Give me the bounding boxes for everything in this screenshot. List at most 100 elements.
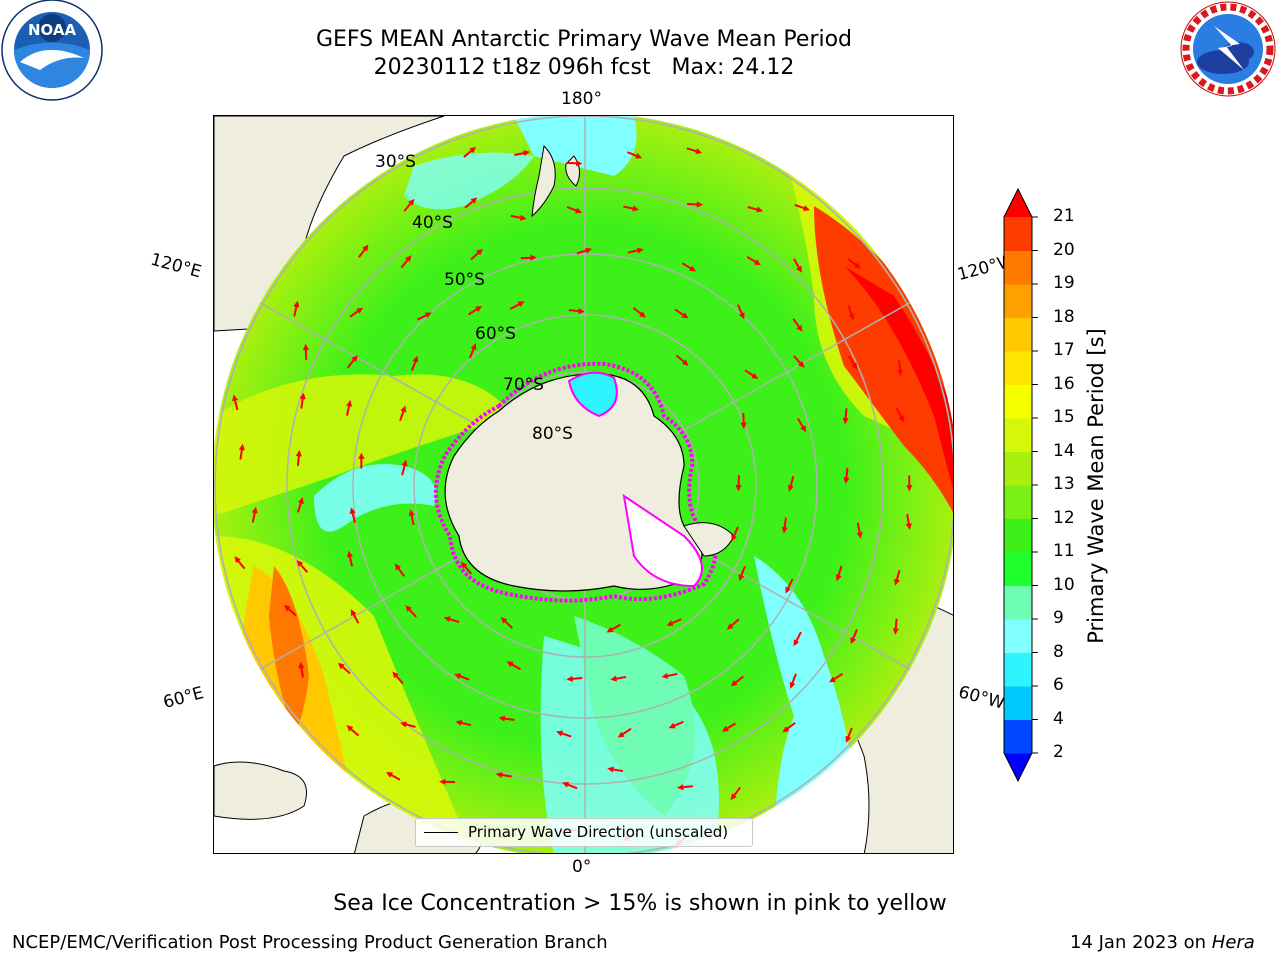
lat-label-50s: 50°S	[444, 270, 485, 290]
wave-arrow-head	[454, 673, 462, 680]
wave-arrow-head	[299, 392, 306, 400]
wave-arrow-head	[726, 623, 734, 630]
new-zealand-land	[531, 144, 556, 218]
colorbar-tick-label: 17	[1053, 340, 1075, 360]
africa-land	[214, 761, 307, 820]
wave-arrow-head	[800, 425, 807, 433]
wave-arrow-head	[400, 721, 407, 728]
wave-period-map	[214, 116, 953, 853]
pacific-red-region	[814, 206, 953, 516]
colorbar-segment	[1004, 552, 1032, 586]
wave-arrow-head	[661, 672, 669, 679]
wave-arrow-head	[721, 725, 729, 732]
wave-arrow-head	[356, 307, 364, 314]
footer-right: 14 Jan 2023 on Hera	[1070, 932, 1255, 953]
wave-arrow-head	[385, 772, 393, 778]
wave-arrow-head	[898, 415, 905, 423]
colorbar-segment	[1004, 451, 1032, 486]
wave-arrow-head	[443, 616, 451, 623]
colorbar-segment	[1004, 284, 1032, 318]
wave-arrow-head	[738, 574, 745, 582]
wave-arrow-head	[696, 201, 704, 208]
wave-arrow-head	[498, 715, 506, 722]
wave-arrow-head	[585, 247, 593, 254]
pacific-red-core	[844, 266, 953, 496]
lat-label-40s: 40°S	[412, 213, 453, 233]
wave-arrow-head	[346, 725, 354, 732]
colorbar-segment	[1004, 317, 1032, 352]
tasman-cyan-band	[404, 152, 534, 210]
wave-arrow-head	[302, 343, 309, 351]
lon-label-120e: 120°E	[148, 249, 204, 283]
wave-arrow-head	[681, 312, 689, 319]
wave-arrow-head	[475, 306, 483, 312]
wave-arrow-head	[351, 355, 358, 362]
wave-arrow-head	[400, 405, 407, 413]
wave-arrow-head	[666, 620, 674, 626]
colorbar-tick-label: 4	[1053, 708, 1064, 729]
noaa-logo-text: NOAA	[28, 21, 77, 39]
colorbar-label: Primary Wave Mean Period [s]	[1084, 328, 1108, 644]
wave-arrow-head	[756, 206, 764, 213]
wave-arrow-head	[517, 301, 525, 307]
colorbar-tick-label: 6	[1053, 675, 1064, 695]
wave-arrow-head	[751, 372, 759, 379]
wave-arrow-head	[470, 197, 478, 204]
lon-label-180: 180°	[561, 89, 602, 109]
lon-label-60e: 60°E	[161, 683, 206, 713]
wave-arrow-head	[238, 443, 245, 451]
wave-arrow-head	[639, 311, 646, 318]
wave-arrow-head	[562, 781, 570, 788]
nws-logo	[1180, 1, 1276, 97]
wave-arrow-head	[787, 484, 794, 492]
wave-arrow-head	[476, 248, 483, 256]
wave-arrow-head	[740, 422, 747, 430]
wave-arrow-head	[408, 198, 415, 206]
wave-arrow-head	[500, 617, 508, 624]
chart-title: GEFS MEAN Antarctic Primary Wave Mean Pe…	[315, 27, 853, 52]
wave-arrow-head	[856, 531, 863, 539]
wave-arrow-head	[295, 449, 302, 457]
wave-arrow-head	[905, 523, 912, 530]
wave-arrow-head	[835, 574, 842, 582]
wave-arrow-head	[842, 417, 849, 425]
wave-arrow-head	[234, 556, 241, 564]
colorbar-tick-label: 20	[1053, 239, 1075, 260]
wave-arrow-head	[796, 265, 802, 273]
wave-arrow-head	[695, 148, 703, 155]
wave-arrow-head	[296, 560, 304, 567]
southwest-indian-red	[269, 566, 309, 736]
wave-arrow-head	[392, 671, 399, 679]
colorbar-tick-label: 19	[1053, 273, 1075, 293]
wave-arrow-head	[349, 507, 356, 515]
wave-arrow-head	[439, 778, 446, 785]
wave-arrow-head	[297, 497, 304, 505]
wave-arrow-head	[346, 550, 353, 558]
lat-label-60s: 60°S	[475, 324, 516, 344]
wave-arrow-head	[405, 255, 412, 262]
wave-arrow-head	[906, 485, 913, 492]
colorbar-segment	[1004, 418, 1032, 452]
colorbar-segment	[1004, 719, 1032, 754]
legend-label: Primary Wave Direction (unscaled)	[468, 823, 729, 841]
wave-arrow-head	[575, 160, 583, 167]
south-atlantic-seafoam	[574, 616, 696, 816]
wave-arrow-head	[346, 399, 353, 407]
colorbar-segment	[1004, 518, 1032, 553]
wave-arrow-head	[853, 262, 861, 269]
lat-label-70s: 70°S	[503, 375, 544, 395]
colorbar-segment	[1004, 250, 1032, 285]
colorbar-tick-label: 8	[1053, 641, 1064, 662]
wave-arrow-head	[676, 784, 684, 791]
wave-arrow-head	[798, 361, 805, 368]
wave-arrow-head	[530, 254, 537, 261]
colorbar-segment	[1004, 351, 1032, 385]
wave-arrow-head	[606, 626, 614, 633]
wave-arrow-head	[401, 459, 408, 467]
wave-direction-arrows	[232, 146, 913, 847]
wave-arrow-head	[793, 639, 800, 647]
wave-arrow-head	[632, 205, 640, 212]
ross-sea-cyan	[514, 116, 637, 176]
wave-arrow-head	[251, 506, 258, 514]
colorbar-over-extend	[1004, 189, 1032, 217]
